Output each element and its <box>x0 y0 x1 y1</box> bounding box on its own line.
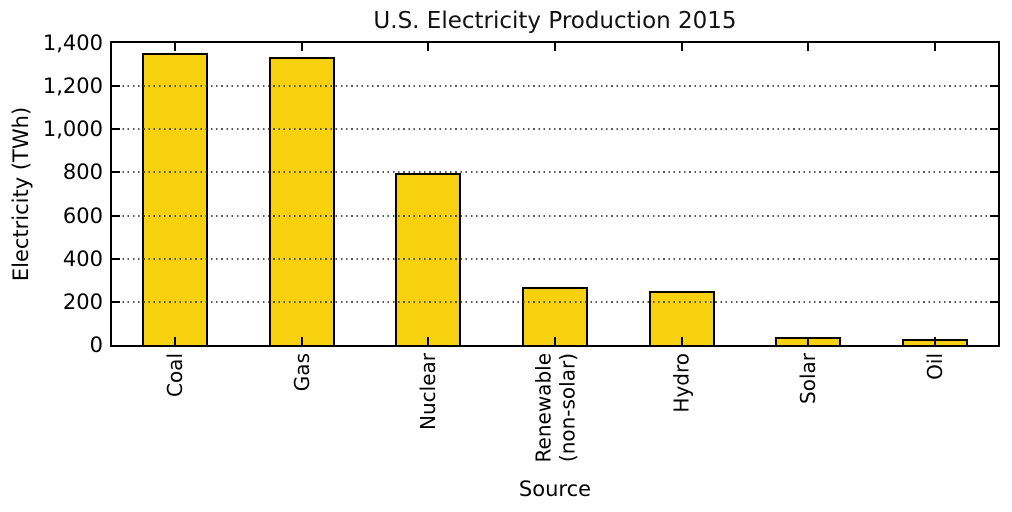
y-tick-right-1000 <box>990 128 998 131</box>
x-tick-label-solar: Solar <box>796 353 820 404</box>
y-tick-right-600 <box>990 214 998 217</box>
ticks-layer <box>112 43 998 345</box>
y-tick-label-400: 400 <box>62 246 103 271</box>
x-tick-label-oil: Oil <box>923 353 947 380</box>
x-tick-label-line: Gas <box>289 353 314 392</box>
x-tick-bottom-gas <box>300 337 303 345</box>
gridline-200 <box>112 300 998 303</box>
y-tick-label-0: 0 <box>89 333 103 357</box>
chart-title: U.S. Electricity Production 2015 <box>373 8 737 34</box>
gridline-1000 <box>112 128 998 131</box>
y-tick-label-1200: 1,200 <box>42 74 103 99</box>
y-tick-right-1200 <box>990 85 998 88</box>
y-tick-left-600 <box>112 214 120 217</box>
x-tick-label-nuclear: Nuclear <box>416 353 440 430</box>
x-tick-label-line: Nuclear <box>416 353 441 430</box>
gridlines-layer <box>112 43 998 345</box>
bars-layer <box>112 43 998 345</box>
y-tick-left-400 <box>112 257 120 260</box>
x-tick-top-hydro <box>680 43 683 51</box>
x-tick-label-line: Coal <box>163 353 188 398</box>
x-tick-label-line: (non-solar) <box>555 353 579 463</box>
y-tick-right-800 <box>990 171 998 174</box>
gridline-1200 <box>112 85 998 88</box>
y-tick-left-200 <box>112 300 120 303</box>
bar-renewable-non-solar <box>522 287 588 345</box>
x-tick-label-line: Renewable <box>531 353 555 463</box>
y-tick-label-600: 600 <box>62 203 103 228</box>
x-tick-bottom-coal <box>174 337 177 345</box>
x-tick-label-line: Oil <box>922 353 947 380</box>
y-tick-left-800 <box>112 171 120 174</box>
y-tick-left-1200 <box>112 85 120 88</box>
x-tick-label-line: Solar <box>796 353 821 404</box>
x-axis-label: Source <box>518 477 592 501</box>
x-tick-label-gas: Gas <box>290 353 314 391</box>
gridline-400 <box>112 257 998 260</box>
y-tick-label-200: 200 <box>62 289 103 314</box>
x-tick-label-renewable-non-solar: Renewable (non-solar) <box>531 353 579 462</box>
x-tick-bottom-oil <box>933 337 936 345</box>
y-tick-label-1400: 1,400 <box>42 31 103 55</box>
gridline-600 <box>112 214 998 217</box>
bar-gas <box>269 57 335 345</box>
x-tick-top-coal <box>174 43 177 51</box>
x-tick-bottom-nuclear <box>427 337 430 345</box>
y-tick-label-800: 800 <box>62 160 103 185</box>
x-tick-top-gas <box>300 43 303 51</box>
bar-coal <box>142 53 208 345</box>
y-tick-right-200 <box>990 300 998 303</box>
plot-area <box>110 41 1000 347</box>
x-tick-top-oil <box>933 43 936 51</box>
x-tick-label-hydro: Hydro <box>670 353 694 413</box>
x-tick-top-renewable-non-solar <box>554 43 556 51</box>
x-tick-bottom-solar <box>807 337 810 345</box>
x-tick-top-solar <box>807 43 810 51</box>
x-tick-top-nuclear <box>427 43 430 51</box>
y-tick-right-400 <box>990 257 998 260</box>
x-tick-bottom-hydro <box>680 337 683 345</box>
x-tick-label-coal: Coal <box>163 353 187 397</box>
y-tick-left-1000 <box>112 128 120 131</box>
y-tick-label-1000: 1,000 <box>42 117 103 142</box>
x-tick-bottom-renewable-non-solar <box>554 337 556 345</box>
bar-hydro <box>649 291 715 345</box>
gridline-800 <box>112 171 998 174</box>
x-tick-label-line: Hydro <box>669 353 694 413</box>
